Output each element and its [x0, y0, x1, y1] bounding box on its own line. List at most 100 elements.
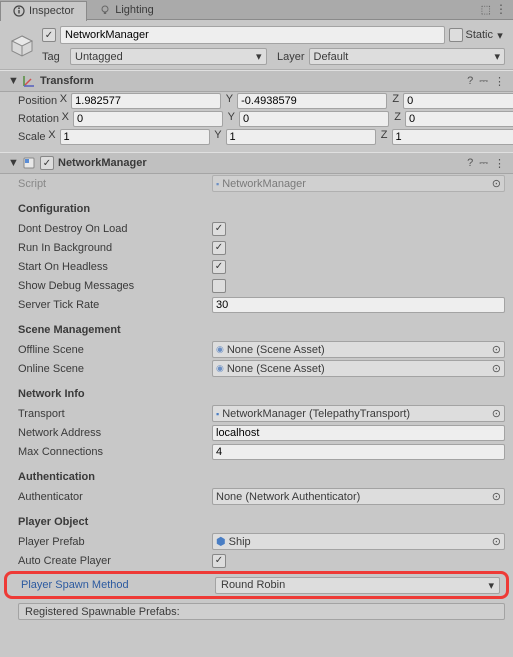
scene-dot-icon: ◉ [216, 344, 224, 355]
prefab-label: Player Prefab [18, 536, 212, 548]
position-z-input[interactable] [403, 93, 513, 109]
foldout-icon[interactable]: ▼ [8, 157, 18, 169]
authenticator-field[interactable]: None (Network Authenticator) ⊙ [212, 488, 505, 505]
tag-value: Untagged [75, 51, 123, 63]
position-label: Position [18, 95, 57, 107]
x-label: X [57, 93, 69, 109]
offline-label: Offline Scene [18, 344, 212, 356]
rotation-z-input[interactable] [405, 111, 513, 127]
gameobject-name-input[interactable] [60, 26, 445, 44]
online-scene-field[interactable]: ◉None (Scene Asset)⊙ [212, 360, 505, 377]
gameobject-header: ✓ Static ▾ Tag Untagged ▾ Layer Default … [0, 20, 513, 70]
networkmanager-title: NetworkManager [58, 157, 463, 169]
script-field: ▪ NetworkManager ⊙ [212, 175, 505, 192]
object-picker-icon[interactable]: ⊙ [492, 407, 501, 420]
y-label: Y [212, 129, 224, 145]
spawnmethod-value: Round Robin [221, 579, 285, 591]
runinbg-label: Run In Background [18, 242, 212, 254]
layer-label: Layer [271, 51, 305, 63]
static-dropdown-icon[interactable]: ▾ [495, 29, 505, 42]
showdebug-checkbox[interactable] [212, 279, 226, 293]
z-label: Z [389, 93, 401, 109]
gameobject-icon[interactable] [8, 32, 36, 60]
object-picker-icon[interactable]: ⊙ [492, 362, 501, 375]
component-dot-icon: ▪ [216, 409, 219, 419]
address-input[interactable] [212, 425, 505, 441]
context-menu-icon[interactable]: ⋮ [495, 2, 507, 16]
offline-scene-field[interactable]: ◉None (Scene Asset)⊙ [212, 341, 505, 358]
runinbg-checkbox[interactable]: ✓ [212, 241, 226, 255]
rotation-y-input[interactable] [239, 111, 389, 127]
registered-prefabs-header[interactable]: Registered Spawnable Prefabs: [18, 603, 505, 620]
authenticator-value: None (Network Authenticator) [216, 491, 360, 503]
script-row: Script ▪ NetworkManager ⊙ [0, 174, 513, 193]
spawnmethod-label: Player Spawn Method [21, 579, 215, 591]
y-label: Y [225, 111, 237, 127]
section-scene-management: Scene Management [0, 314, 513, 340]
scale-label: Scale [18, 131, 46, 143]
player-prefab-field[interactable]: ⬢Ship ⊙ [212, 533, 505, 550]
showdebug-label: Show Debug Messages [18, 280, 212, 292]
transport-label: Transport [18, 408, 212, 420]
dontdestroy-checkbox[interactable]: ✓ [212, 222, 226, 236]
tag-label: Tag [42, 51, 66, 63]
chevron-down-icon: ▾ [488, 579, 494, 592]
section-authentication: Authentication [0, 461, 513, 487]
lock-icon[interactable]: ⬚ [481, 3, 491, 16]
x-label: X [46, 129, 58, 145]
maxconn-input[interactable] [212, 444, 505, 460]
section-configuration: Configuration [0, 193, 513, 219]
context-menu-icon[interactable]: ⋮ [494, 75, 505, 88]
section-network-info: Network Info [0, 378, 513, 404]
tab-inspector[interactable]: Inspector [0, 1, 87, 21]
networkmanager-header[interactable]: ▼ ✓ NetworkManager ? ⎓ ⋮ [0, 152, 513, 174]
bulb-icon [99, 4, 111, 16]
tab-label: Lighting [115, 4, 154, 16]
chevron-down-icon: ▾ [256, 50, 262, 63]
transport-value: NetworkManager (TelepathyTransport) [222, 408, 410, 420]
position-row: Position X Y Z [0, 92, 513, 110]
object-picker-icon[interactable]: ⊙ [492, 343, 501, 356]
chevron-down-icon: ▾ [494, 50, 500, 63]
scale-y-input[interactable] [226, 129, 376, 145]
maxconn-label: Max Connections [18, 446, 212, 458]
tab-label: Inspector [29, 5, 74, 17]
help-icon[interactable]: ? [467, 75, 473, 87]
position-x-input[interactable] [71, 93, 221, 109]
autocreate-checkbox[interactable]: ✓ [212, 554, 226, 568]
spawnmethod-dropdown[interactable]: Round Robin ▾ [215, 577, 500, 594]
preset-icon[interactable]: ⎓ [479, 157, 488, 170]
z-label: Z [391, 111, 403, 127]
transport-field[interactable]: ▪NetworkManager (TelepathyTransport) ⊙ [212, 405, 505, 422]
layer-dropdown[interactable]: Default ▾ [309, 48, 506, 65]
static-checkbox[interactable] [449, 28, 463, 42]
preset-icon[interactable]: ⎓ [479, 75, 488, 88]
tickrate-input[interactable] [212, 297, 505, 313]
scene-dot-icon: ◉ [216, 363, 224, 374]
headless-checkbox[interactable]: ✓ [212, 260, 226, 274]
tag-dropdown[interactable]: Untagged ▾ [70, 48, 267, 65]
context-menu-icon[interactable]: ⋮ [494, 157, 505, 170]
object-picker-icon[interactable]: ⊙ [492, 535, 501, 548]
gameobject-enabled-checkbox[interactable]: ✓ [42, 28, 56, 42]
script-label: Script [18, 178, 212, 190]
rotation-x-input[interactable] [73, 111, 223, 127]
registered-prefabs-label: Registered Spawnable Prefabs: [25, 606, 180, 618]
headless-label: Start On Headless [18, 261, 212, 273]
script-dot-icon: ▪ [216, 179, 219, 189]
z-label: Z [378, 129, 390, 145]
foldout-icon[interactable]: ▼ [8, 75, 18, 87]
position-y-input[interactable] [237, 93, 387, 109]
object-picker-icon[interactable]: ⊙ [492, 490, 501, 503]
section-player-object: Player Object [0, 506, 513, 532]
prefab-value: Ship [229, 536, 251, 548]
tab-lighting[interactable]: Lighting [87, 0, 166, 20]
prefab-cube-icon: ⬢ [216, 535, 226, 548]
scale-z-input[interactable] [392, 129, 513, 145]
component-enabled-checkbox[interactable]: ✓ [40, 156, 54, 170]
help-icon[interactable]: ? [467, 157, 473, 169]
object-picker-icon[interactable]: ⊙ [492, 177, 501, 190]
transform-header[interactable]: ▼ Transform ? ⎓ ⋮ [0, 70, 513, 92]
scale-x-input[interactable] [60, 129, 210, 145]
y-label: Y [223, 93, 235, 109]
